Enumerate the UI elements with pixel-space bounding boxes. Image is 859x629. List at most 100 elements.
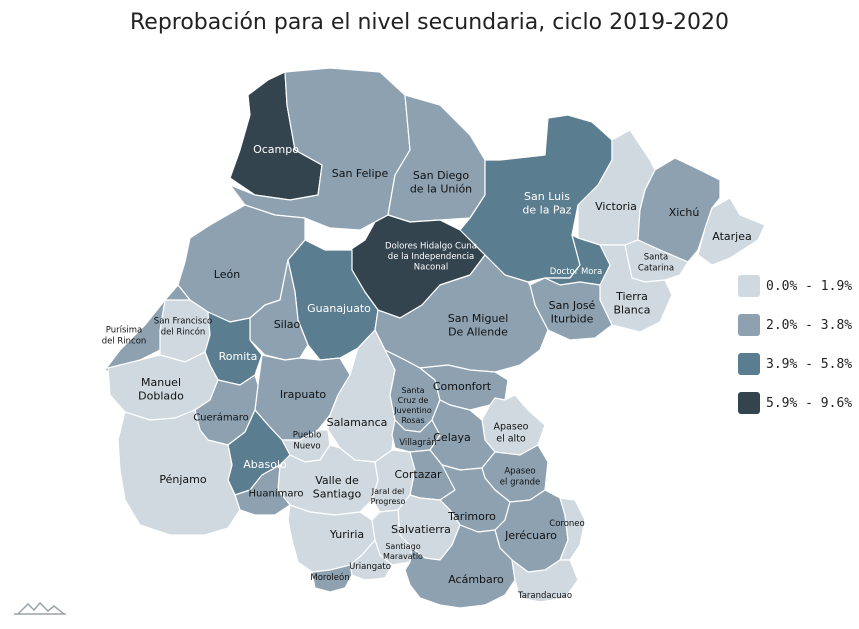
municipality-label-line: Villagrán [399,438,436,448]
legend-swatch [738,392,760,414]
municipality-label-dolores-hidalgo-cuna-de-la-independencia-naconal: Dolores Hidalgo Cuna de la Independencia N… [385,241,477,272]
municipality-label-villagran: Villagrán [399,438,436,448]
municipality-label-tarandacuao: Tarandacuao [517,591,572,601]
municipality-label-line: León [214,268,240,281]
legend-swatch [738,353,760,375]
municipality-label-line: Irapuato [280,388,327,401]
municipality-tarandacuao[interactable] [511,559,579,603]
municipality-label-line: De Allende [448,326,508,339]
municipality-label-romita: Romita [219,350,258,363]
municipality-label-salvatierra: Salvatierra [391,523,451,536]
municipality-label-line: Comonfort [433,380,492,393]
municipality-label-line: Naconal [414,263,448,273]
municipality-label-line: Tarimoro [447,510,496,523]
municipality-label-line: el alto [496,433,526,444]
municipality-label-guanajuato: Guanajuato [307,302,371,315]
municipality-label-line: Tierra [615,290,648,303]
municipality-label-jerecuaro: Jerécuaro [504,529,557,542]
municipality-label-line: Iturbide [551,313,594,326]
municipality-label-salamanca: Salamanca [327,416,388,429]
municipality-label-xichu: Xichú [669,206,700,219]
municipality-xichu[interactable] [637,157,721,263]
municipality-label-line: Pénjamo [159,473,206,486]
municipality-label-line: Santa [644,253,669,263]
municipality-label-line: Blanca [613,304,650,317]
municipality-label-huanimaro: Huanímaro [249,488,304,500]
municipality-label-line: del Rincon [102,336,147,346]
municipality-label-line: Tarandacuao [517,591,572,601]
municipality-label-line: Guanajuato [307,302,371,315]
municipality-label-line: Cruz de [398,396,429,405]
municipality-label-line: de la Paz [522,204,571,217]
municipality-san-diego-de-la-union[interactable] [387,94,486,223]
municipality-label-apaseo-el-alto: Apaseo el alto [494,421,529,444]
municipality-label-line: Coroneo [549,519,584,529]
legend-item-3[interactable]: 3.9% - 5.8% [738,352,852,376]
municipality-label-uriangato: Uriangato [349,562,391,572]
municipality-label-doctor-mora: Doctor Mora [550,267,602,277]
legend-item-4[interactable]: 5.9% - 9.6% [738,391,852,415]
municipality-label-san-jose-iturbide: San José Iturbide [549,299,596,326]
legend-label: 5.9% - 9.6% [766,395,853,411]
municipality-label-victoria: Victoria [595,200,637,213]
municipality-label-line: el grande [500,477,540,487]
legend-label: 0.0% - 1.9% [766,278,853,294]
municipality-label-line: de la Independencia [388,252,474,262]
municipality-label-line: de la Unión [410,183,472,196]
municipality-label-cortazar: Cortazar [394,468,442,481]
municipality-label-line: Xichú [669,206,700,219]
municipality-atarjea[interactable] [697,197,766,266]
municipality-huanimaro[interactable] [234,464,291,516]
municipality-label-line: Silao [274,318,301,331]
municipality-label-line: Santa [401,386,424,395]
municipality-label-abasolo: Abasolo [243,458,287,471]
municipality-label-san-diego-de-la-union: San Diego de la Unión [410,169,472,196]
municipality-label-yuriria: Yuriria [329,528,364,541]
legend-label: 3.9% - 5.8% [766,356,853,372]
municipality-label-line: Ocampo [253,143,299,156]
municipality-label-line: Progreso [371,497,406,506]
municipality-label-line: Manuel [141,376,181,389]
municipality-label-manuel-doblado: Manuel Doblado [138,376,184,403]
municipality-label-san-miguel-de-allende: San Miguel De Allende [448,312,509,339]
municipality-label-line: Maravatío [383,552,423,561]
map-title: Reprobación para el nivel secundaria, ci… [129,10,730,35]
legend-swatch [738,314,760,336]
municipality-label-comonfort: Comonfort [433,380,492,393]
municipality-uriangato[interactable] [349,539,393,581]
municipality-label-san-francisco-del-rincon: San Francisco del Rincón [154,317,212,338]
municipality-label-line: Romita [219,350,258,363]
municipality-label-line: del Rincón [161,326,206,337]
municipality-label-acambaro: Acámbaro [448,573,504,586]
municipality-label-line: Abasolo [243,458,287,471]
legend-swatch [738,275,760,297]
municipality-label-pueblo-nuevo: Pueblo Nuevo [293,431,322,452]
municipality-label-line: Doblado [138,390,184,403]
municipality-label-celaya: Celaya [433,431,471,444]
municipality-label-line: Uriangato [349,562,391,572]
municipality-label-line: Rosas [401,416,424,425]
municipality-label-santiago-maravatio: Santiago Maravatío [383,542,423,561]
municipality-label-line: San Francisco [154,317,212,327]
municipality-shapes [104,67,766,609]
legend-item-2[interactable]: 2.0% - 3.8% [738,313,852,337]
municipality-label-tarimoro: Tarimoro [447,510,496,523]
municipality-label-silao: Silao [274,318,301,331]
municipality-label-santa-cruz-de-juventino-rosas: Santa Cruz de Juventino Rosas [393,386,432,425]
municipality-label-apaseo-el-grande: Apaseo el grande [500,467,540,488]
municipality-label-line: Cuerámaro [193,412,249,424]
municipality-label-leon: León [214,268,240,281]
municipality-label-line: Doctor Mora [550,267,602,277]
municipality-label-line: Dolores Hidalgo Cuna [385,241,477,251]
municipality-label-line: San Miguel [448,312,509,325]
legend-item-1[interactable]: 0.0% - 1.9% [738,274,852,298]
municipality-label-san-luis-de-la-paz: San Luis de la Paz [522,190,571,217]
municipality-moroleon[interactable] [311,564,353,593]
municipality-label-moroleon: Moroleón [310,572,349,583]
municipality-label-santa-catarina: Santa Catarina [638,253,674,274]
municipality-label-line: Santiago [313,488,362,501]
municipality-label-line: Jaral del [371,487,404,496]
municipality-label-valle-de-santiago: Valle de Santiago [313,474,362,501]
